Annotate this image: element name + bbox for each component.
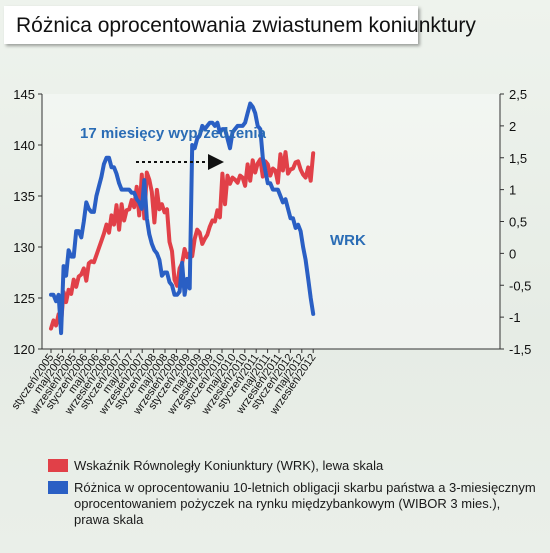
right-tick-label: 1,5 <box>509 151 527 166</box>
right-tick-label: -1 <box>509 310 521 325</box>
left-tick-label: 135 <box>13 189 35 204</box>
right-tick-label: -0,5 <box>509 278 531 293</box>
legend-label-spread: Różnica w oprocentowaniu 10-letnich obli… <box>74 480 536 527</box>
left-tick-label: 125 <box>13 291 35 306</box>
left-tick-label: 140 <box>13 138 35 153</box>
right-tick-label: 1 <box>509 183 516 198</box>
legend-swatch-wrk <box>48 459 68 472</box>
right-tick-label: 0 <box>509 246 516 261</box>
right-tick-label: 0,5 <box>509 215 527 230</box>
right-tick-label: 2,5 <box>509 87 527 102</box>
legend: Wskaźnik Równoległy Koniunktury (WRK), l… <box>48 458 538 534</box>
chart-title: Różnica oprocentowania zwiastunem koniun… <box>16 14 476 37</box>
right-tick-label: -1,5 <box>509 342 531 357</box>
annotation-lead-time: 17 miesięcy wyprzedzenia <box>80 125 267 142</box>
legend-item-wrk: Wskaźnik Równoległy Koniunktury (WRK), l… <box>48 458 538 474</box>
left-tick-label: 145 <box>13 87 35 102</box>
chart-area: 120 125 130 135 140 145 2,5 2 1,5 1 0,5 0 -0,5 -1 -1,5… <box>9 87 531 418</box>
spread-series-line <box>49 101 316 336</box>
legend-swatch-spread <box>48 481 68 494</box>
title-box: Różnica oprocentowania zwiastunem koniun… <box>4 6 476 44</box>
left-tick-label: 120 <box>13 342 35 357</box>
legend-label-wrk: Wskaźnik Równoległy Koniunktury (WRK), l… <box>74 458 384 473</box>
right-tick-label: 2 <box>509 119 516 134</box>
legend-item-spread: Różnica w oprocentowaniu 10-letnich obli… <box>48 480 538 528</box>
annotation-wrk: WRK <box>330 232 366 249</box>
left-tick-label: 130 <box>13 240 35 255</box>
